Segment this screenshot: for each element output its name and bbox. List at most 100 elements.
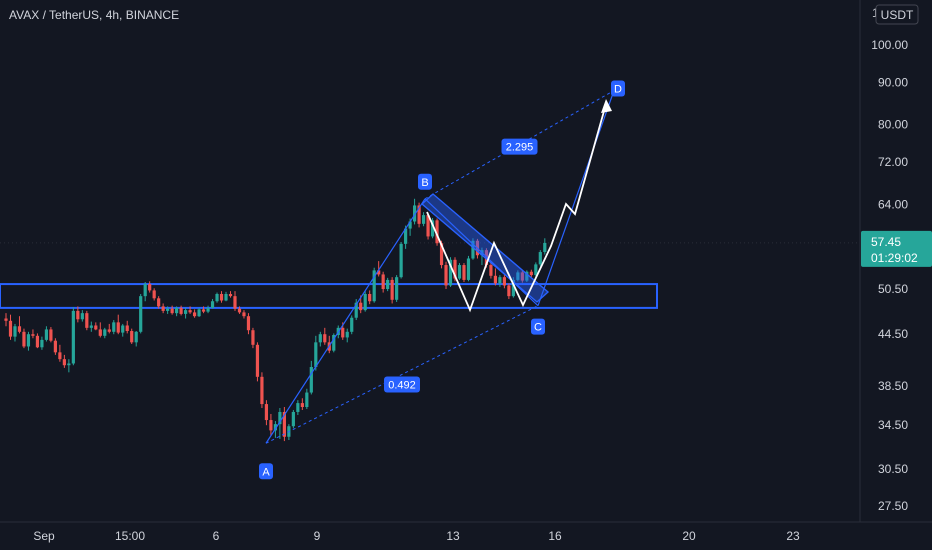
- candle-body: [466, 258, 471, 280]
- projection-path[interactable]: [426, 103, 607, 313]
- candle-body: [148, 284, 152, 291]
- candle-body: [35, 335, 40, 348]
- candle-body: [224, 293, 228, 301]
- currency-button-bg: [875, 4, 919, 25]
- candle-body: [130, 331, 134, 343]
- candle-body: [448, 259, 453, 286]
- candle-body: [439, 243, 444, 266]
- candle-body: [377, 270, 381, 275]
- current-price-value: 57.45: [871, 235, 901, 249]
- candle-body: [197, 309, 201, 317]
- candle-body: [233, 296, 237, 309]
- time-scale[interactable]: Sep 15:00 6 9 13 16 20 23: [33, 529, 800, 543]
- candle-body: [251, 330, 255, 345]
- candle-body: [457, 265, 462, 279]
- candle-body: [529, 271, 533, 276]
- candle-body: [453, 259, 457, 279]
- candle-body: [49, 329, 53, 341]
- candle-body: [350, 317, 354, 332]
- leg-ab-line[interactable]: [265, 198, 426, 444]
- candle-body: [121, 325, 125, 333]
- candle-body: [85, 313, 89, 328]
- candle-body: [22, 331, 26, 347]
- candle-body: [103, 329, 107, 336]
- candle-body: [430, 220, 435, 237]
- candle-body: [26, 334, 31, 347]
- candle-body: [354, 302, 358, 318]
- candle-body: [368, 293, 372, 302]
- point-a-label-text: A: [262, 466, 270, 478]
- candle-body: [498, 277, 502, 284]
- candle-body: [314, 342, 318, 367]
- candle-body: [408, 221, 412, 229]
- time-tick: 9: [314, 529, 321, 543]
- point-d-label-bg: [611, 80, 625, 97]
- candle-body: [31, 334, 35, 336]
- candlestick-series: [4, 198, 547, 442]
- currency-button[interactable]: USDT: [875, 4, 919, 25]
- candle-body: [300, 403, 304, 408]
- candle-body: [507, 285, 511, 297]
- candle-body: [152, 290, 156, 299]
- candle-body: [390, 279, 394, 300]
- candle-body: [291, 411, 295, 427]
- time-tick: 6: [213, 529, 220, 543]
- price-tick: 34.50: [878, 418, 908, 432]
- candle-body: [116, 322, 120, 333]
- price-scale[interactable]: 100.00 90.00 80.00 72.00 64.00 50.50 44.50 38.5…: [861, 4, 932, 513]
- candle-body: [242, 312, 246, 317]
- candle-body: [260, 376, 264, 405]
- point-c-label[interactable]: C: [531, 318, 545, 335]
- price-tick: 72.00: [878, 155, 908, 169]
- ratio-ac-label[interactable]: 0.492: [384, 376, 420, 393]
- point-a-label-bg: [259, 463, 273, 480]
- candle-body: [8, 320, 13, 337]
- point-c-label-bg: [531, 318, 545, 335]
- price-tick: 38.50: [878, 379, 908, 393]
- price-tick: 27.50: [878, 499, 908, 513]
- ratio-bd-label[interactable]: 2.295: [501, 138, 538, 155]
- point-d-label[interactable]: D: [611, 80, 625, 97]
- candle-body: [58, 352, 62, 360]
- candle-body: [444, 265, 448, 286]
- candle-body: [125, 325, 129, 332]
- time-tick: 20: [682, 529, 696, 543]
- currency-label: USDT: [881, 8, 914, 22]
- leg-cd-line[interactable]: [537, 90, 615, 306]
- candle-body: [13, 326, 17, 337]
- point-b-label[interactable]: B: [418, 173, 432, 190]
- ratio-ac-line[interactable]: [265, 305, 539, 444]
- candle-body: [296, 403, 300, 412]
- candle-body: [246, 316, 251, 331]
- descending-channel[interactable]: [420, 193, 550, 303]
- current-price-tag: 57.45 01:29:02: [861, 230, 932, 267]
- leg-bc-line[interactable]: [424, 198, 539, 307]
- ratio-ac-label-bg: [384, 376, 420, 393]
- candle-body: [89, 325, 93, 328]
- candle-body: [237, 308, 242, 313]
- candle-body: [166, 308, 170, 311]
- candle-body: [305, 392, 309, 408]
- candle-body: [372, 270, 376, 302]
- ratio-ac-label-text: 0.492: [388, 379, 416, 391]
- support-zone: [0, 283, 658, 309]
- price-tick: 90.00: [878, 75, 908, 89]
- time-tick: 23: [786, 529, 800, 543]
- candle-body: [412, 205, 417, 222]
- candle-body: [219, 293, 224, 301]
- candle-body: [421, 215, 426, 224]
- candle-body: [516, 272, 520, 280]
- candle-body: [255, 344, 260, 377]
- support-zone-rect[interactable]: [0, 283, 658, 309]
- candle-body: [67, 363, 71, 366]
- candle-body: [98, 329, 102, 336]
- point-a-label[interactable]: A: [259, 463, 273, 480]
- candle-body: [210, 301, 215, 308]
- candle-body: [228, 293, 233, 297]
- candle-body: [175, 307, 179, 314]
- price-tick: 80.00: [878, 118, 908, 132]
- candle-body: [489, 265, 493, 276]
- candle-body: [273, 424, 277, 431]
- price-tick: 30.50: [878, 462, 908, 476]
